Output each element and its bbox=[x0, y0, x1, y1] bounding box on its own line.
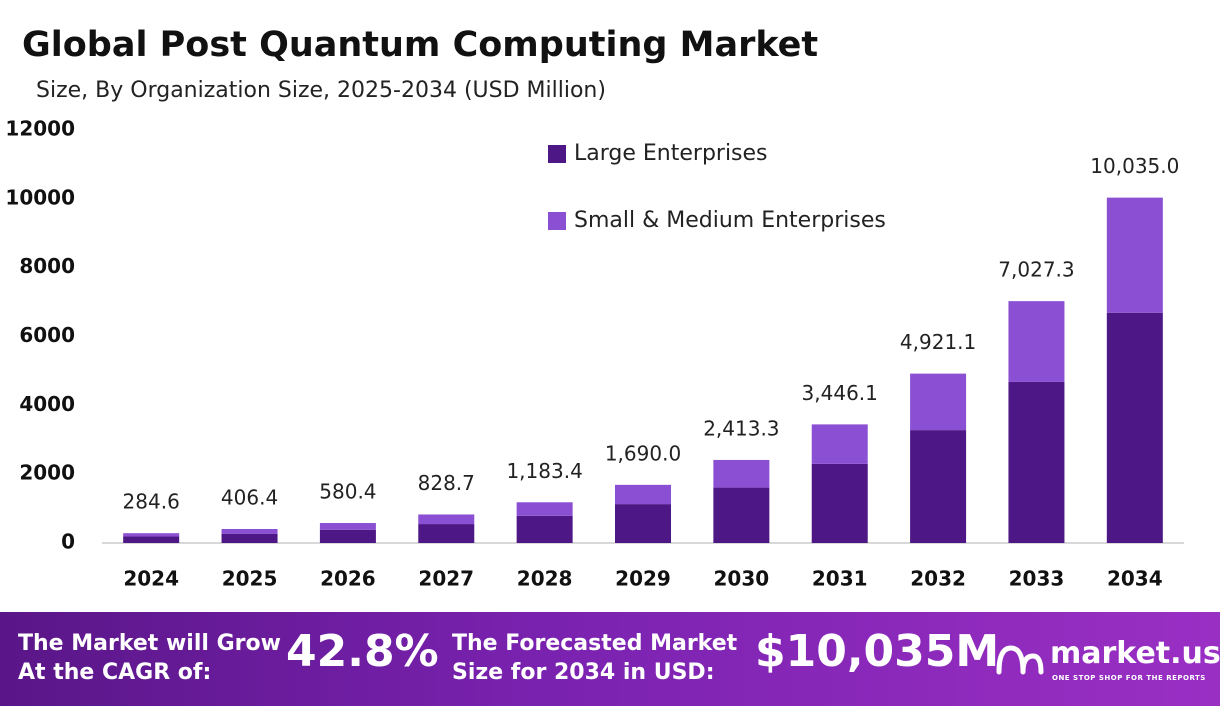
total-label: 10,035.0 bbox=[1090, 154, 1179, 178]
total-label: 828.7 bbox=[418, 471, 475, 495]
total-label: 284.6 bbox=[123, 490, 180, 514]
y-tick-label: 12000 bbox=[5, 117, 75, 141]
bar-segment bbox=[713, 487, 770, 543]
bar-segment bbox=[418, 514, 475, 525]
legend-label: Small & Medium Enterprises bbox=[574, 208, 886, 233]
logo-text: market.us bbox=[1050, 636, 1220, 671]
x-tick-label: 2030 bbox=[714, 567, 770, 591]
bar-segment bbox=[516, 515, 573, 543]
x-tick-label: 2034 bbox=[1107, 567, 1163, 591]
bar-segment bbox=[319, 523, 376, 530]
x-tick-label: 2024 bbox=[123, 567, 179, 591]
bar-segment bbox=[319, 529, 376, 543]
legend-swatch bbox=[548, 145, 566, 163]
y-tick-label: 2000 bbox=[19, 461, 75, 485]
legend-swatch bbox=[548, 212, 566, 230]
y-tick-label: 6000 bbox=[19, 323, 75, 347]
chart: Global Post Quantum Computing Market Siz… bbox=[5, 25, 1184, 591]
bar-segment bbox=[516, 502, 573, 516]
bar-segment bbox=[1106, 197, 1163, 313]
y-tick-label: 8000 bbox=[19, 254, 75, 278]
total-label: 7,027.3 bbox=[998, 258, 1074, 282]
total-label: 1,183.4 bbox=[506, 459, 582, 483]
total-label: 3,446.1 bbox=[802, 381, 878, 405]
x-tick-label: 2033 bbox=[1009, 567, 1065, 591]
legend-label: Large Enterprises bbox=[574, 141, 768, 166]
footer: The Market will Grow At the CAGR of: 42.… bbox=[0, 612, 1220, 706]
x-tick-label: 2025 bbox=[222, 567, 278, 591]
total-label: 2,413.3 bbox=[703, 416, 779, 440]
bar-segment bbox=[615, 504, 671, 543]
bar-segment bbox=[910, 373, 967, 431]
bar-segment bbox=[1106, 312, 1163, 543]
bar-segment bbox=[123, 533, 180, 537]
chart-title: Global Post Quantum Computing Market bbox=[22, 25, 818, 65]
bar-segment bbox=[811, 463, 868, 543]
bar-segment bbox=[1008, 301, 1065, 382]
bar-segment bbox=[123, 536, 180, 543]
chart-subtitle: Size, By Organization Size, 2025-2034 (U… bbox=[36, 78, 606, 103]
bar-segment bbox=[615, 484, 671, 505]
logo-tagline: ONE STOP SHOP FOR THE REPORTS bbox=[1052, 674, 1206, 682]
y-tick-label: 10000 bbox=[5, 185, 75, 209]
bar-segment bbox=[1008, 381, 1065, 543]
total-label: 4,921.1 bbox=[900, 330, 976, 354]
x-tick-label: 2028 bbox=[517, 567, 573, 591]
bar-segment bbox=[221, 529, 278, 534]
logo-icon bbox=[996, 645, 1044, 675]
total-label: 1,690.0 bbox=[605, 441, 681, 465]
x-tick-label: 2029 bbox=[615, 567, 671, 591]
x-tick-label: 2026 bbox=[320, 567, 376, 591]
y-tick-label: 4000 bbox=[19, 392, 75, 416]
y-tick-label: 0 bbox=[61, 530, 75, 554]
bar-segment bbox=[811, 424, 868, 464]
bar-segment bbox=[910, 430, 967, 543]
bar-segment bbox=[221, 533, 278, 543]
x-tick-label: 2031 bbox=[812, 567, 868, 591]
bar-segment bbox=[418, 524, 475, 543]
forecast-label: The Forecasted Market Size for 2034 in U… bbox=[452, 631, 738, 685]
x-tick-label: 2027 bbox=[418, 567, 474, 591]
bar-segment bbox=[713, 459, 770, 488]
total-label: 580.4 bbox=[319, 480, 376, 504]
total-label: 406.4 bbox=[221, 486, 278, 510]
cagr-value: 42.8% bbox=[286, 626, 439, 677]
x-tick-label: 2032 bbox=[910, 567, 966, 591]
forecast-value: $10,035M bbox=[755, 626, 1000, 677]
cagr-label: The Market will Grow At the CAGR of: bbox=[18, 631, 281, 685]
